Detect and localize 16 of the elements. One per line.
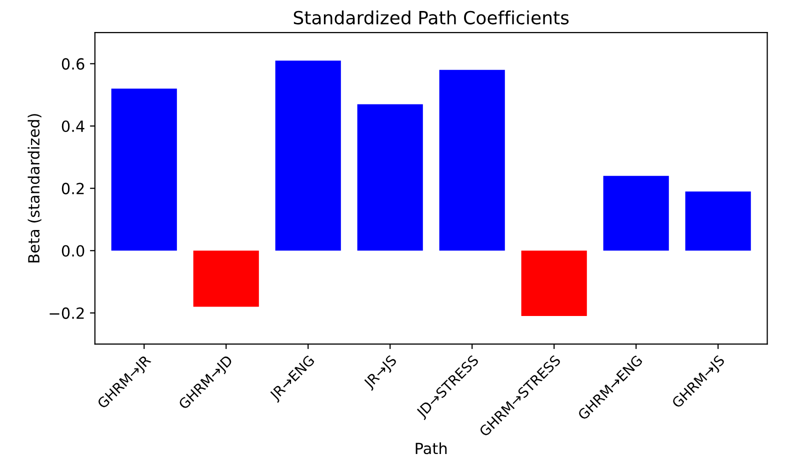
y-axis-title: Beta (standardized): [28, 114, 42, 262]
y-tick-label: 0.2: [62, 182, 84, 194]
x-axis-title: Path: [416, 442, 447, 454]
bar: [193, 250, 259, 307]
chart-title: Standardized Path Coefficients: [294, 10, 569, 24]
bar: [439, 70, 505, 251]
bar: [685, 191, 751, 251]
bar: [357, 104, 423, 251]
y-tick-label: 0.4: [62, 120, 84, 132]
bar: [111, 88, 177, 251]
bar: [603, 176, 669, 251]
y-tick-label: −0.2: [50, 307, 84, 319]
bar: [521, 250, 587, 316]
y-tick-label: 0.0: [62, 245, 84, 257]
y-tick-label: 0.6: [62, 58, 84, 70]
bar: [275, 60, 341, 251]
